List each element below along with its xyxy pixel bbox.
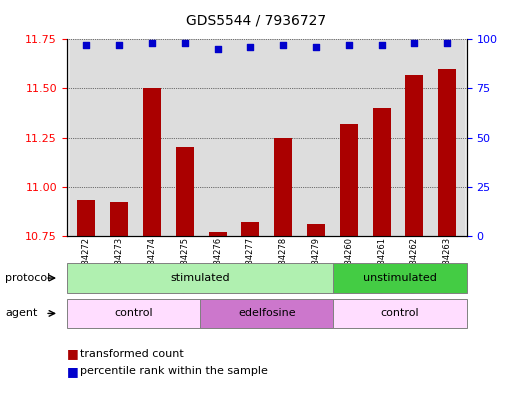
Bar <box>405 75 423 236</box>
Text: edelfosine: edelfosine <box>238 309 295 318</box>
Text: agent: agent <box>5 309 37 318</box>
Bar <box>300 39 332 236</box>
Bar <box>267 39 300 236</box>
Bar <box>438 69 456 236</box>
Bar <box>209 232 227 236</box>
Point <box>443 40 451 46</box>
Bar <box>70 39 103 236</box>
Bar <box>176 147 194 236</box>
Bar <box>77 200 95 236</box>
Point <box>148 40 156 46</box>
Text: percentile rank within the sample: percentile rank within the sample <box>80 366 267 376</box>
Point <box>213 46 222 52</box>
Text: GDS5544 / 7936727: GDS5544 / 7936727 <box>186 14 327 28</box>
Point <box>246 44 254 50</box>
Bar <box>431 39 464 236</box>
Text: ■: ■ <box>67 347 78 360</box>
Point <box>312 44 320 50</box>
Bar <box>274 138 292 236</box>
Point <box>115 42 123 48</box>
Bar <box>307 224 325 236</box>
Point <box>82 42 90 48</box>
Bar <box>143 88 161 236</box>
Point <box>378 42 386 48</box>
Bar <box>372 108 390 236</box>
Bar <box>340 124 358 236</box>
Bar <box>365 39 398 236</box>
Text: control: control <box>114 309 153 318</box>
Bar <box>234 39 267 236</box>
Point <box>345 42 353 48</box>
Text: protocol: protocol <box>5 273 50 283</box>
Bar <box>168 39 201 236</box>
Bar <box>398 39 431 236</box>
Bar <box>135 39 168 236</box>
Bar <box>241 222 260 236</box>
Bar <box>103 39 135 236</box>
Point <box>410 40 419 46</box>
Text: unstimulated: unstimulated <box>363 273 437 283</box>
Text: transformed count: transformed count <box>80 349 183 359</box>
Point <box>279 42 287 48</box>
Bar <box>110 202 128 236</box>
Bar <box>201 39 234 236</box>
Text: control: control <box>381 309 420 318</box>
Point <box>181 40 189 46</box>
Text: ■: ■ <box>67 365 78 378</box>
Text: stimulated: stimulated <box>170 273 230 283</box>
Bar <box>332 39 365 236</box>
